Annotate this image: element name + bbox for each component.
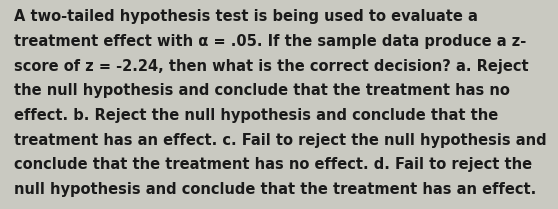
Text: treatment effect with α = .05. If the sample data produce a z-: treatment effect with α = .05. If the sa… (14, 34, 526, 49)
Text: treatment has an effect. c. Fail to reject the null hypothesis and: treatment has an effect. c. Fail to reje… (14, 133, 547, 148)
Text: score of z = -2.24, then what is the correct decision? a. Reject: score of z = -2.24, then what is the cor… (14, 59, 528, 74)
Text: effect. b. Reject the null hypothesis and conclude that the: effect. b. Reject the null hypothesis an… (14, 108, 498, 123)
Text: null hypothesis and conclude that the treatment has an effect.: null hypothesis and conclude that the tr… (14, 182, 536, 197)
Text: conclude that the treatment has no effect. d. Fail to reject the: conclude that the treatment has no effec… (14, 157, 532, 172)
Text: the null hypothesis and conclude that the treatment has no: the null hypothesis and conclude that th… (14, 83, 510, 98)
Text: A two-tailed hypothesis test is being used to evaluate a: A two-tailed hypothesis test is being us… (14, 9, 478, 24)
